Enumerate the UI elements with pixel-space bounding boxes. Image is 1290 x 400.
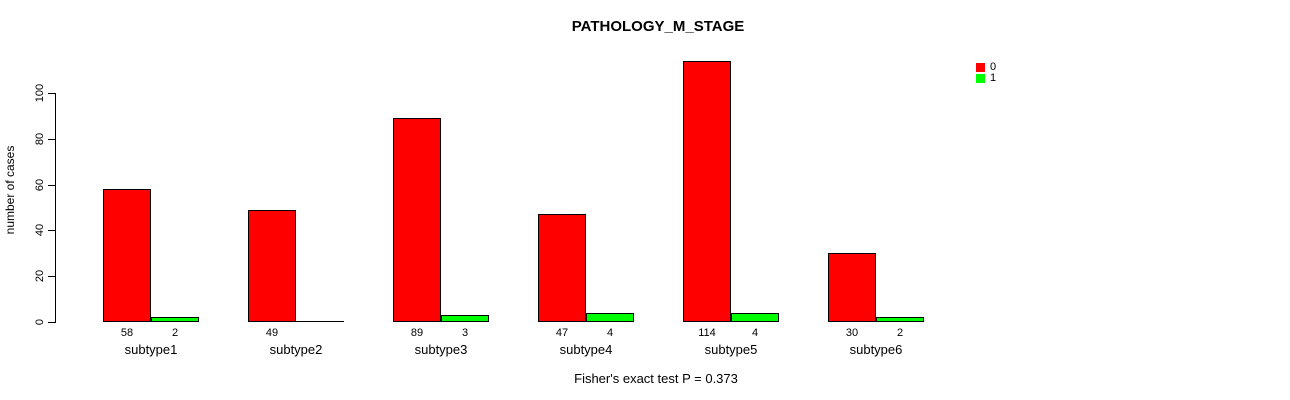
bar-series0 — [683, 61, 731, 322]
bar-value-label: 47 — [555, 327, 569, 339]
bar-value-label: 30 — [845, 327, 859, 339]
bar-value-label: 2 — [896, 327, 904, 339]
legend-swatch-1 — [976, 74, 985, 83]
bar-series0 — [828, 253, 876, 322]
bar-value-label: 4 — [751, 327, 759, 339]
category-label: subtype1 — [124, 342, 178, 357]
y-axis-tick — [48, 93, 55, 94]
bar-series0 — [248, 210, 296, 322]
bar-series1 — [731, 313, 779, 322]
bar-series1 — [151, 317, 199, 322]
y-axis-line — [55, 93, 56, 323]
legend-label-1: 1 — [990, 72, 997, 84]
legend-label-0: 0 — [990, 61, 997, 73]
y-axis-tick-label: 40 — [34, 223, 46, 237]
y-axis-tick — [48, 230, 55, 231]
bar-value-label: 4 — [606, 327, 614, 339]
y-axis-tick-label: 80 — [34, 132, 46, 146]
bar-series0 — [538, 214, 586, 322]
y-axis-tick — [48, 276, 55, 277]
bar-value-label: 49 — [265, 327, 279, 339]
annotation-text: Fisher's exact test P = 0.373 — [574, 371, 738, 386]
y-axis-tick-label: 20 — [34, 269, 46, 283]
bar-value-label: 2 — [171, 327, 179, 339]
bar-series0 — [393, 118, 441, 322]
y-axis-tick-label: 100 — [34, 83, 46, 103]
y-axis-tick-label: 60 — [34, 178, 46, 192]
category-label: subtype5 — [704, 342, 758, 357]
y-axis-tick-label: 0 — [34, 318, 46, 326]
chart-title: PATHOLOGY_M_STAGE — [571, 18, 745, 35]
bar-series1 — [441, 315, 489, 322]
category-label: subtype6 — [849, 342, 903, 357]
bar-series1 — [586, 313, 634, 322]
category-label: subtype3 — [414, 342, 468, 357]
y-axis-tick — [48, 185, 55, 186]
bar-series1 — [876, 317, 924, 322]
y-axis-tick — [48, 322, 55, 323]
category-label: subtype2 — [269, 342, 323, 357]
y-axis-label: number of cases — [3, 145, 17, 235]
y-axis-tick — [48, 139, 55, 140]
bar-value-label: 58 — [120, 327, 134, 339]
category-label: subtype4 — [559, 342, 613, 357]
bar-value-label: 114 — [698, 327, 716, 339]
bar-value-label: 3 — [461, 327, 469, 339]
bar-series0 — [103, 189, 151, 322]
legend-swatch-0 — [976, 63, 985, 72]
bar-value-label: 89 — [410, 327, 424, 339]
bar-series1-zero — [296, 321, 344, 322]
